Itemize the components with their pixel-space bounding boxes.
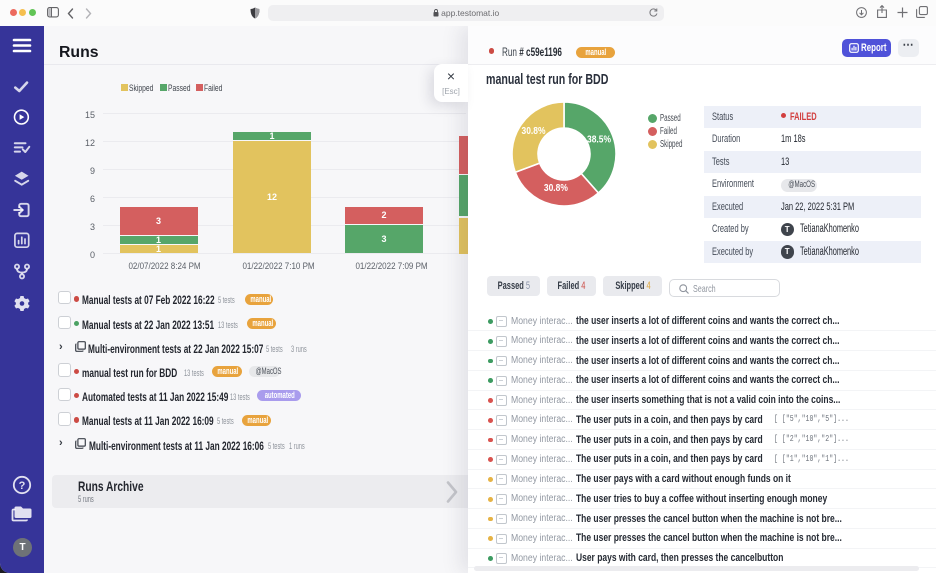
svg-text:30.8%: 30.8% [521, 125, 545, 136]
svg-text:38.5%: 38.5% [587, 134, 611, 145]
svg-text:?: ? [19, 480, 26, 492]
svg-text:30.8%: 30.8% [543, 182, 567, 193]
